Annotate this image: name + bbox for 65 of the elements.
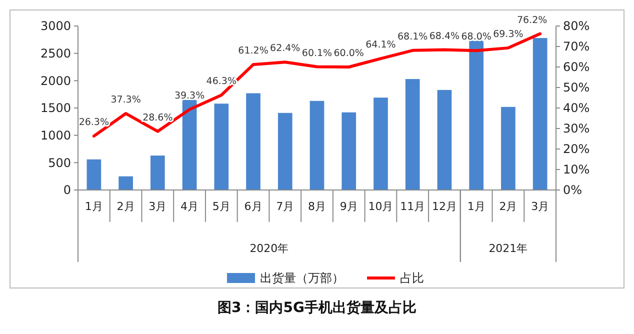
data-label: 62.4% bbox=[270, 43, 300, 54]
bar bbox=[214, 104, 229, 190]
x-tick-label: 4月 bbox=[180, 200, 199, 213]
bar bbox=[86, 159, 102, 190]
x-tick-label: 9月 bbox=[340, 200, 358, 213]
y-tick-label: 1000 bbox=[40, 128, 71, 143]
data-label: 26.3% bbox=[78, 117, 110, 128]
bar bbox=[532, 38, 548, 190]
y2-tick-label: 60% bbox=[563, 60, 590, 74]
y2-tick-label: 80% bbox=[563, 19, 590, 34]
x-tick-label: 5月 bbox=[212, 200, 230, 213]
data-label: 68.1% bbox=[398, 31, 428, 42]
y-tick-label: 2500 bbox=[40, 46, 71, 61]
x-tick-label: 3月 bbox=[148, 200, 167, 213]
y-tick-label: 1500 bbox=[40, 101, 71, 116]
y2-tick-label: 10% bbox=[563, 162, 590, 177]
x-tick-label: 1月 bbox=[84, 200, 103, 213]
bar bbox=[150, 156, 165, 190]
y2-tick-label: 50% bbox=[563, 80, 590, 95]
bar bbox=[118, 176, 133, 190]
bar bbox=[501, 106, 516, 190]
x-tick-label: 1月 bbox=[467, 200, 486, 213]
y-tick-label: 0 bbox=[63, 183, 71, 198]
x-tick-label: 7月 bbox=[276, 200, 294, 213]
bar bbox=[246, 93, 260, 190]
x-tick-label: 8月 bbox=[308, 200, 326, 213]
y2-tick-label: 30% bbox=[563, 122, 590, 136]
y2-tick-label: 40% bbox=[563, 101, 590, 116]
bar bbox=[437, 90, 452, 190]
bar bbox=[469, 40, 484, 190]
data-label: 69.3% bbox=[493, 28, 524, 40]
x-tick-label: 6月 bbox=[244, 200, 262, 213]
data-label: 37.3% bbox=[110, 94, 141, 106]
data-label: 60.1% bbox=[302, 48, 332, 59]
bar bbox=[374, 98, 388, 190]
data-label: 28.6% bbox=[142, 112, 173, 124]
bar bbox=[310, 100, 324, 190]
x-tick-label: 2月 bbox=[499, 200, 518, 213]
x-tick-label: 2月 bbox=[116, 200, 135, 213]
bar bbox=[278, 112, 292, 190]
legend-label: 占比 bbox=[400, 271, 424, 286]
y2-tick-label: 70% bbox=[563, 40, 590, 54]
data-label: 68.0% bbox=[461, 32, 492, 43]
bar bbox=[182, 100, 197, 190]
text: 2021年 bbox=[488, 242, 528, 255]
data-label: 60.0% bbox=[334, 48, 364, 59]
y-tick-label: 500 bbox=[48, 156, 71, 170]
text: 2020年 bbox=[250, 242, 289, 255]
data-label: 76.2% bbox=[516, 14, 548, 26]
data-label: 61.2% bbox=[238, 46, 268, 57]
y-tick-label: 2000 bbox=[40, 74, 71, 88]
bar bbox=[405, 79, 420, 190]
bar bbox=[342, 112, 356, 190]
legend-label: 出货量（万部） bbox=[260, 271, 344, 286]
x-tick-label: 3月 bbox=[531, 200, 550, 213]
x-tick-label: 11月 bbox=[400, 200, 426, 213]
data-label: 64.1% bbox=[366, 40, 396, 51]
data-label: 39.3% bbox=[174, 90, 205, 102]
text: 图3：国内5G手机出货量及占比 bbox=[218, 299, 416, 316]
y2-tick-label: 20% bbox=[563, 142, 590, 156]
data-label: 68.4% bbox=[429, 30, 460, 42]
x-tick-label: 12月 bbox=[432, 200, 457, 213]
y-tick-label: 3000 bbox=[40, 19, 71, 34]
y2-tick-label: 0% bbox=[563, 183, 582, 198]
x-tick-label: 10月 bbox=[368, 200, 394, 213]
